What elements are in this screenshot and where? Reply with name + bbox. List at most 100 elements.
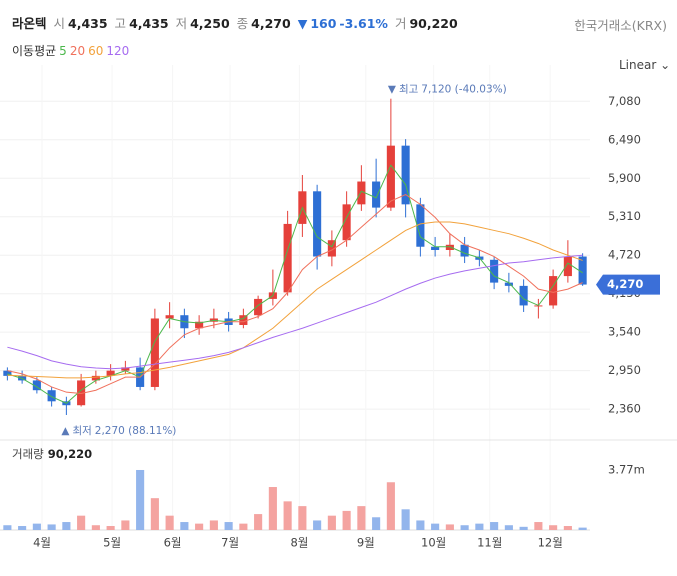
volume-title-text: 거래량 (12, 447, 44, 461)
y-tick-label: 5,310 (608, 209, 641, 223)
candle-body (313, 191, 322, 257)
candle-body (416, 204, 425, 247)
candle-body (563, 256, 572, 277)
volume-bar (372, 517, 381, 530)
y-tick-label: 2,950 (608, 363, 641, 377)
annotation-part: 7,120 (-40.03%) (421, 84, 506, 96)
x-tick-label: 6월 (164, 536, 182, 550)
volume-bar (519, 526, 528, 530)
ma-legend-item: 이동평균 (12, 44, 57, 58)
label: 종 (236, 16, 249, 31)
value: 90,220 (409, 16, 458, 31)
candle-body (386, 145, 395, 208)
volume-bar (62, 522, 71, 530)
volume-bar (327, 515, 336, 530)
label: 저 (175, 16, 188, 31)
candle-body (121, 367, 130, 371)
y-tick-label: 3,540 (608, 325, 641, 339)
x-tick-label: 8월 (290, 536, 308, 550)
value: 4,250 (190, 16, 230, 31)
volume-bar (357, 506, 366, 530)
volume-bar (268, 487, 277, 530)
low-annotation: ▲ 최저 2,270 (88.11%) (61, 425, 176, 437)
change-pct: -3.61% (339, 16, 388, 31)
volume-bar (136, 469, 145, 530)
volume-bar (209, 520, 218, 530)
volume-last: 90,220 (48, 447, 92, 461)
scale-toggle[interactable]: Linear ⌄ (619, 58, 671, 72)
volume-bar (77, 515, 86, 530)
candle-body (460, 244, 469, 257)
arrow: ▼ (297, 16, 308, 31)
x-tick-label: 11월 (477, 536, 502, 550)
volume-bar (106, 526, 115, 530)
volume-bar (3, 525, 12, 530)
value: 4,270 (251, 16, 291, 31)
volume-bar (91, 525, 100, 530)
candle-body (77, 380, 86, 406)
label: 시 (53, 16, 66, 31)
annotation-part: ▲ (61, 425, 70, 437)
y-tick-label: 5,900 (608, 171, 641, 185)
label: 거 (394, 16, 407, 31)
x-tick-label: 9월 (357, 536, 375, 550)
scale-label[interactable]: Linear (619, 58, 657, 72)
candle-body (342, 204, 351, 241)
x-tick-label: 5월 (103, 536, 121, 550)
candle-body (445, 244, 454, 250)
candle-body (283, 223, 292, 293)
volume-bar (195, 523, 204, 530)
candle-body (578, 256, 587, 285)
y-tick-label: 2,360 (608, 402, 641, 416)
header: 라온텍 시 4,435 고 4,435 저 4,250 종 4,270 ▼ 160 -3.6… (12, 13, 461, 32)
volume-bar (416, 520, 425, 530)
candle-body (431, 246, 440, 250)
y-tick-label: 6,490 (608, 132, 641, 146)
candle-body (106, 370, 115, 376)
volume-bar (342, 510, 351, 530)
volume-bar (534, 522, 543, 530)
ma-line (7, 193, 583, 394)
x-tick-label: 10월 (421, 536, 446, 550)
ma-legend: 이동평균 5 20 60 120 (12, 42, 132, 59)
volume-tick-label: 3.77m (608, 462, 645, 476)
candle-body (401, 145, 410, 205)
price-tag (596, 274, 660, 295)
ma-line (7, 221, 583, 379)
volume-bar (18, 526, 27, 530)
volume-bar (401, 509, 410, 530)
volume-bar (239, 523, 248, 530)
candle-body (3, 370, 12, 376)
candle-body (165, 315, 174, 319)
volume-bar (490, 522, 499, 530)
x-tick-label: 12월 (538, 536, 563, 550)
volume-bar (121, 520, 130, 530)
volume-bar (475, 523, 484, 530)
volume-bar (150, 498, 159, 530)
value: 4,435 (68, 16, 108, 31)
candle-body (239, 315, 248, 325)
volume-bar (254, 514, 263, 530)
volume-bar (563, 526, 572, 530)
candle-body (254, 298, 263, 316)
y-tick-label: 7,080 (608, 94, 641, 108)
candle-body (549, 276, 558, 306)
value: 4,435 (129, 16, 169, 31)
candle-body (372, 181, 381, 208)
change: 160 (310, 16, 337, 31)
candle-body (150, 318, 159, 387)
x-tick-label: 7월 (221, 536, 239, 550)
candle-body (91, 375, 100, 381)
candle-body (490, 259, 499, 283)
y-tick-label: 4,720 (608, 248, 641, 262)
volume-bar (180, 522, 189, 530)
candle-body (357, 181, 366, 205)
ma-legend-item: 20 (69, 44, 86, 58)
annotation-part: 2,270 (88.11%) (95, 425, 177, 437)
annotation-part: 최저 (72, 425, 91, 437)
ma-legend-item: 120 (106, 44, 130, 58)
volume-bar (165, 515, 174, 530)
price-tag-label: 4,270 (607, 277, 643, 291)
